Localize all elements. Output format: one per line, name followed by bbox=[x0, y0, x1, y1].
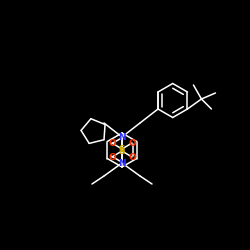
Text: N: N bbox=[118, 158, 126, 168]
Text: S: S bbox=[119, 146, 125, 156]
Text: N: N bbox=[118, 132, 126, 141]
Text: O: O bbox=[128, 138, 136, 147]
Text: O: O bbox=[128, 152, 136, 162]
Text: O: O bbox=[108, 152, 116, 162]
Text: O: O bbox=[108, 138, 116, 147]
Text: S: S bbox=[119, 144, 125, 154]
